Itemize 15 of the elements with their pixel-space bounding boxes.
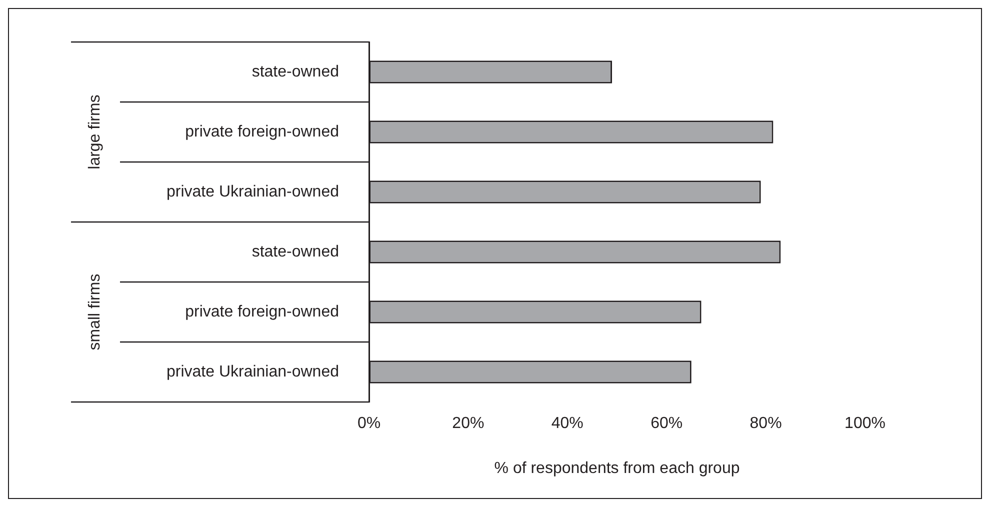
y-tick-label: state-owned	[252, 63, 339, 80]
y-tick-label: private foreign-owned	[185, 303, 339, 320]
x-tick-label: 0%	[357, 415, 381, 432]
x-axis-title: % of respondents from each group	[494, 460, 740, 477]
y-tick-label: private Ukrainian-owned	[166, 363, 339, 380]
x-tick-label: 40%	[551, 415, 584, 432]
y-tick-label: private foreign-owned	[185, 123, 339, 140]
y-tick-label: private Ukrainian-owned	[166, 183, 339, 200]
x-tick-label: 60%	[650, 415, 683, 432]
text: large firms	[86, 94, 104, 170]
x-tick-label: 80%	[750, 415, 782, 432]
x-tick-label: 20%	[452, 415, 484, 432]
y-tick-label: state-owned	[252, 243, 339, 260]
x-tick-label: 100%	[844, 415, 886, 432]
text: small firms	[86, 274, 104, 350]
